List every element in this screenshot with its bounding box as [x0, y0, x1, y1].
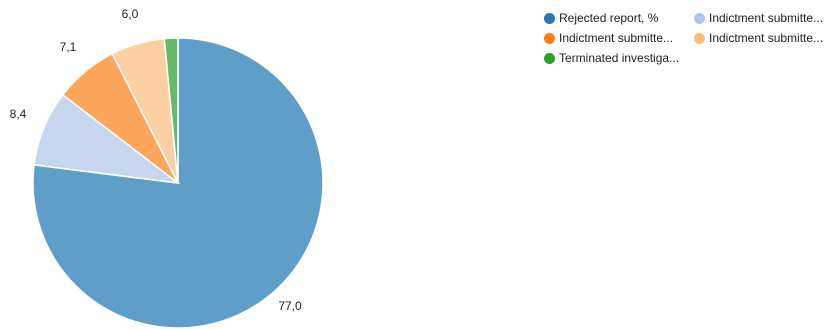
pie-slices: [32, 37, 324, 329]
legend-label-5: Terminated investiga...: [559, 51, 680, 65]
legend-label-4: Indictment submitte...: [709, 31, 824, 45]
pie-slice-5[interactable]: [163, 37, 179, 184]
pie-slice-label-1: 77,0: [278, 299, 302, 313]
pie-slice-1[interactable]: [32, 37, 324, 329]
legend-swatch-5: [544, 52, 555, 64]
legend-item-3[interactable]: Indictment submitte...: [544, 31, 694, 45]
legend-label-2: Indictment submitte...: [709, 11, 824, 25]
legend-row-1: Rejected report, % Indictment submitte..…: [544, 8, 839, 28]
legend-row-3: Terminated investiga...: [544, 48, 839, 68]
legend-label-1: Rejected report, %: [559, 11, 659, 25]
legend-item-2[interactable]: Indictment submitte...: [694, 11, 839, 25]
legend-swatch-3: [544, 32, 555, 44]
legend-label-3: Indictment submitte...: [559, 31, 674, 45]
pie-labels: 77,0 8,4 7,1 6,0: [10, 7, 302, 313]
legend-item-1[interactable]: Rejected report, %: [544, 11, 694, 25]
legend-swatch-2: [694, 12, 705, 24]
legend-swatch-4: [694, 32, 705, 44]
pie-slice-label-2: 8,4: [10, 107, 27, 121]
legend: Rejected report, % Indictment submitte..…: [544, 8, 839, 68]
pie-slice-label-3: 7,1: [60, 40, 77, 54]
legend-swatch-1: [544, 12, 555, 24]
pie-slice-label-4: 6,0: [122, 7, 139, 21]
legend-item-4[interactable]: Indictment submitte...: [694, 31, 839, 45]
legend-item-5[interactable]: Terminated investiga...: [544, 51, 704, 65]
legend-row-2: Indictment submitte... Indictment submit…: [544, 28, 839, 48]
